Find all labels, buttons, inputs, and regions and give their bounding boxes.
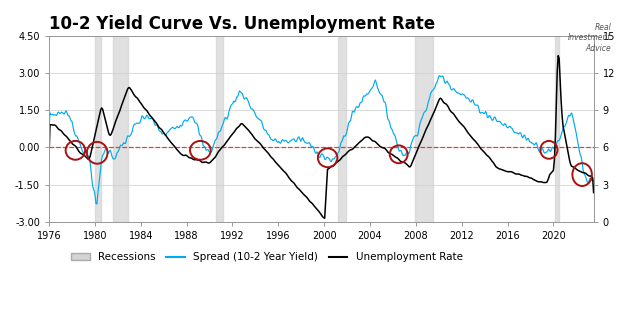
Legend: Recessions, Spread (10-2 Year Yield), Unemployment Rate: Recessions, Spread (10-2 Year Yield), Un… [67,248,467,266]
Bar [415,36,433,222]
Text: 10-2 Yield Curve Vs. Unemployment Rate: 10-2 Yield Curve Vs. Unemployment Rate [49,15,435,33]
Bar [95,36,101,222]
Bar [338,36,346,222]
Bar [217,36,223,222]
Bar [113,36,128,222]
Bar [554,36,559,222]
Text: Real
Investment
Advice: Real Investment Advice [568,23,611,53]
